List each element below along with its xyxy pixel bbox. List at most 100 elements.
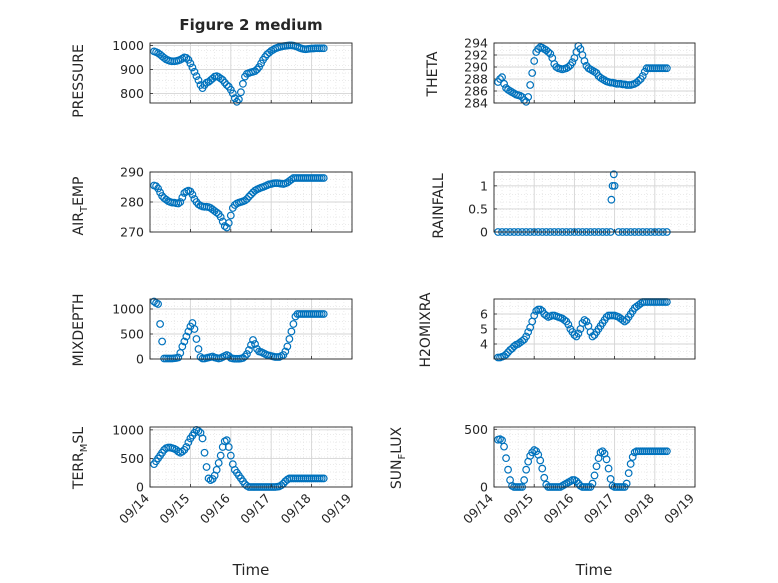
data-point: [249, 336, 257, 344]
data-point: [526, 81, 535, 89]
data-point: [158, 337, 167, 346]
y-tick-label: 290: [464, 60, 488, 75]
data-point: [188, 63, 197, 72]
data-point: [522, 332, 531, 341]
x-tick-label: 09/19: [318, 490, 354, 526]
data-point: [232, 97, 241, 106]
data-point: [214, 459, 223, 467]
x-tick-label: 09/16: [540, 490, 576, 526]
data-point: [204, 474, 213, 483]
data-point: [662, 64, 671, 73]
data-point: [194, 345, 203, 353]
data-point: [194, 427, 203, 435]
data-point: [289, 320, 298, 328]
y-tick-label: 292: [464, 48, 488, 63]
y-tick-label: 4: [480, 337, 488, 352]
data-point: [626, 460, 635, 468]
data-point: [178, 447, 187, 456]
y-tick-label: 270: [120, 225, 144, 240]
axes-4: 0 500 1000: [112, 297, 353, 367]
data-point: [570, 331, 579, 339]
data-point: [192, 72, 201, 81]
x-tick-label: 09/14: [460, 490, 496, 526]
y-tick-label: 1000: [112, 302, 144, 317]
data-point: [502, 350, 510, 359]
data-point: [544, 48, 553, 56]
data-point: [606, 475, 615, 483]
data-point: [588, 332, 597, 341]
data-point: [287, 327, 296, 336]
y-tick-label: 500: [120, 327, 144, 342]
data-point: [500, 79, 508, 88]
data-point: [602, 455, 611, 464]
data-point: [518, 337, 527, 345]
data-point: [504, 465, 512, 474]
x-tick-label: 09/18: [278, 490, 314, 526]
data-point: [530, 311, 539, 320]
data-point: [220, 78, 229, 87]
data-point: [319, 310, 328, 318]
data-point: [319, 44, 328, 53]
data-point: [536, 305, 545, 314]
data-point: [224, 443, 233, 451]
data-point: [572, 477, 581, 486]
data-point: [618, 316, 627, 324]
ylabel-h2omixra: H2OMIXRA: [418, 292, 434, 367]
data-point: [283, 342, 292, 351]
data-point: [190, 325, 199, 333]
y-tick-label: 1: [480, 178, 488, 193]
data-point: [226, 451, 235, 460]
data-point: [609, 170, 618, 179]
axes-box: [493, 42, 696, 104]
data-point: [182, 443, 191, 451]
data-point: [192, 335, 201, 343]
data-point: [285, 335, 294, 343]
data-point: [216, 451, 225, 460]
data-point: [624, 469, 633, 478]
ylabel-rainfall: RAINFALL: [431, 173, 447, 238]
data-point: [241, 196, 249, 205]
data-point: [236, 88, 245, 97]
data-point: [160, 53, 169, 62]
ylabel-air-temp: AIRTEMP: [71, 177, 90, 236]
data-point: [500, 442, 508, 451]
y-tick-label: 0.5: [468, 201, 488, 216]
data-point: [239, 354, 247, 362]
data-point: [152, 182, 160, 191]
data-point: [239, 79, 247, 88]
data-point: [222, 436, 231, 445]
y-tick-label: 0: [136, 480, 144, 495]
data-point: [538, 464, 547, 473]
data-point: [580, 57, 589, 65]
subplot-mixdepth: MIXDEPTH: [71, 294, 87, 367]
subplot-theta: THETA: [425, 51, 441, 97]
xlabel-right: Time: [575, 561, 613, 579]
x-tick-label: 09/16: [197, 490, 233, 526]
ylabel-terr-msl: TERRMSL: [71, 427, 90, 490]
y-tick-label: 286: [464, 84, 488, 99]
data-point: [524, 93, 533, 101]
data-point: [634, 76, 643, 85]
xlabel-left: Time: [232, 561, 270, 579]
data-point: [530, 57, 539, 65]
data-point: [178, 193, 187, 202]
data-point: [212, 465, 221, 474]
ylabel-mixdepth: MIXDEPTH: [71, 294, 87, 367]
x-tick-label: 09/15: [156, 491, 192, 527]
data-point: [224, 219, 233, 227]
x-tick-label: 09/18: [621, 490, 657, 526]
y-tick-label: 1000: [112, 38, 144, 53]
data-point: [184, 438, 193, 447]
data-point: [564, 63, 573, 71]
data-point: [154, 300, 162, 308]
data-point: [212, 208, 221, 217]
y-tick-label: 1000: [112, 422, 144, 437]
axes-5: 456: [480, 298, 696, 362]
data-point: [243, 350, 251, 358]
y-tick-label: 500: [120, 451, 144, 466]
axes-3: 00.51: [468, 170, 696, 240]
data-point: [182, 332, 191, 341]
data-point: [198, 434, 207, 443]
data-point: [610, 181, 619, 190]
